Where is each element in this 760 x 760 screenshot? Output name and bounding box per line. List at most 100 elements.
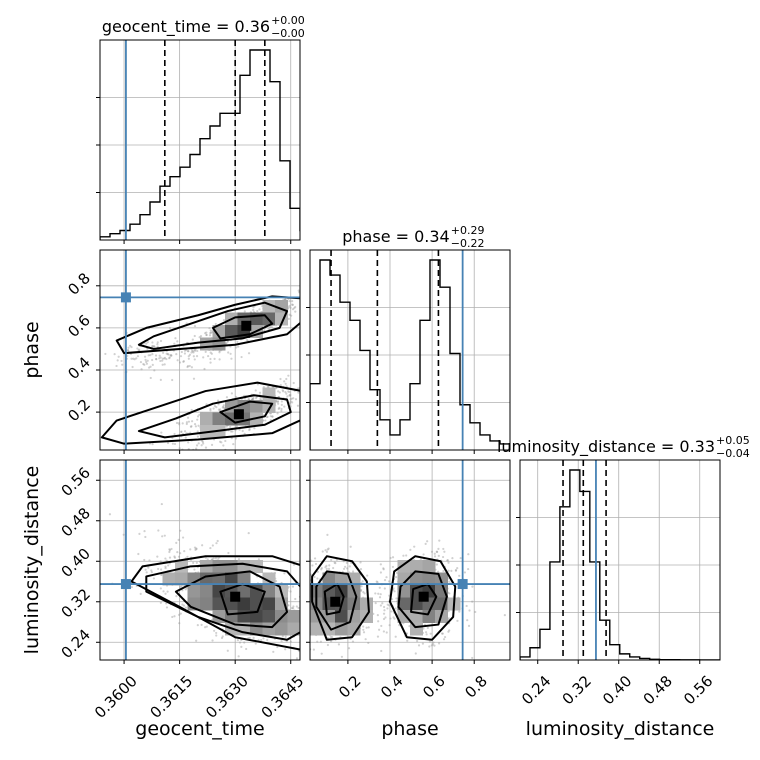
scatter-point <box>159 356 162 359</box>
scatter-point <box>164 452 166 454</box>
scatter-point <box>291 308 295 311</box>
scatter-point <box>179 355 183 358</box>
scatter-point <box>281 635 284 638</box>
scatter-point <box>171 378 174 382</box>
scatter-point <box>147 366 151 369</box>
scatter-point <box>165 357 168 361</box>
scatter-point <box>149 365 152 368</box>
scatter-point <box>276 412 279 415</box>
scatter-point <box>194 425 197 428</box>
scatter-point <box>226 649 229 652</box>
density-cell <box>212 412 226 426</box>
density-cell <box>187 585 201 598</box>
scatter-point <box>278 391 281 394</box>
scatter-point <box>395 576 398 579</box>
scatter-point <box>376 614 379 617</box>
scatter-point <box>234 429 237 432</box>
contour-0 <box>219 583 266 616</box>
scatter-point <box>195 639 198 642</box>
scatter-point <box>270 326 274 329</box>
scatter-point <box>186 350 190 353</box>
scatter-point <box>262 637 265 640</box>
scatter-point <box>433 552 436 555</box>
scatter-point <box>215 542 218 545</box>
scatter-point <box>256 310 259 313</box>
scatter-point <box>456 567 459 570</box>
panel-phase-hist <box>306 249 511 454</box>
panel-geocent_time-vs-phase: 0.2 0.4 0.6 0.8 <box>64 249 301 458</box>
scatter-point <box>130 357 133 360</box>
scatter-point <box>362 591 365 594</box>
scatter-point <box>380 624 383 628</box>
scatter-point <box>234 437 238 440</box>
scatter-point <box>191 350 195 353</box>
scatter-point <box>376 581 379 584</box>
scatter-point <box>467 624 471 627</box>
scatter-point <box>235 346 238 349</box>
scatter-point <box>215 631 218 635</box>
scatter-point <box>216 539 219 543</box>
scatter-point <box>195 561 198 565</box>
scatter-point <box>288 300 291 303</box>
scatter-point <box>294 305 297 309</box>
density-cell <box>287 622 300 636</box>
scatter-point <box>467 553 470 556</box>
scatter-point <box>301 591 303 593</box>
scatter-point <box>306 558 308 560</box>
density-cell <box>225 560 238 573</box>
scatter-point <box>187 441 190 444</box>
scatter-point <box>120 359 123 363</box>
scatter-point <box>213 629 216 632</box>
scatter-point <box>320 568 323 571</box>
scatter-point <box>366 574 369 577</box>
scatter-point <box>288 304 291 307</box>
scatter-point <box>251 398 254 401</box>
scatter-point <box>296 387 299 390</box>
scatter-point <box>217 403 220 406</box>
scatter-point <box>156 345 159 348</box>
scatter-point <box>264 419 267 422</box>
scatter-point <box>190 408 193 412</box>
scatter-point <box>205 333 208 337</box>
scatter-point <box>388 624 391 627</box>
contour-1 <box>174 570 289 629</box>
scatter-point <box>282 390 285 393</box>
scatter-point <box>382 567 385 570</box>
scatter-point <box>290 314 293 317</box>
scatter-point <box>182 360 185 363</box>
scatter-point <box>184 436 187 439</box>
scatter-point <box>209 546 212 550</box>
scatter-point <box>326 533 329 536</box>
scatter-point <box>431 643 435 646</box>
scatter-point <box>200 444 203 447</box>
scatter-point <box>316 640 319 643</box>
scatter-point <box>197 456 199 458</box>
scatter-point <box>162 590 165 593</box>
scatter-point <box>262 329 266 332</box>
scatter-point <box>304 588 306 590</box>
scatter-point <box>164 565 167 568</box>
scatter-point <box>225 396 229 399</box>
scatter-point <box>215 405 218 409</box>
scatter-point <box>220 441 223 444</box>
scatter-point <box>240 355 243 359</box>
scatter-point <box>318 673 320 675</box>
scatter-point <box>446 559 449 562</box>
scatter-point <box>159 601 162 604</box>
scatter-point <box>191 349 194 352</box>
scatter-point <box>196 415 200 418</box>
scatter-point <box>277 390 280 393</box>
scatter-point <box>283 572 286 575</box>
scatter-point <box>430 644 433 647</box>
scatter-point <box>347 647 351 650</box>
scatter-point <box>237 558 241 561</box>
scatter-point <box>247 352 251 355</box>
scatter-point <box>174 454 176 456</box>
scatter-point <box>200 623 203 626</box>
scatter-point <box>130 345 133 349</box>
scatter-point <box>178 447 181 450</box>
scatter-point <box>424 542 427 546</box>
scatter-point <box>254 389 257 392</box>
scatter-point <box>164 566 167 570</box>
scatter-point <box>377 620 380 623</box>
